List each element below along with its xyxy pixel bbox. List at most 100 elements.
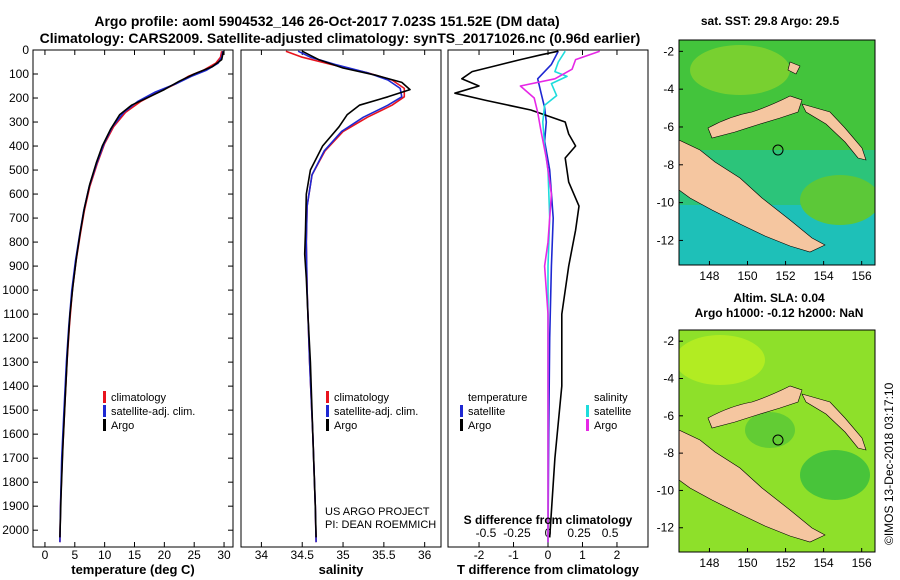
x-tick-label: 20 bbox=[158, 548, 172, 562]
x-tick-label: 5 bbox=[71, 548, 78, 562]
lon-tick-label: 156 bbox=[852, 269, 872, 283]
temperature-panel: 0100200300400500600700800900100011001200… bbox=[2, 43, 648, 577]
sst-map-frame bbox=[678, 39, 876, 266]
argo-float-marker bbox=[772, 144, 784, 156]
salinity-legend: climatology satellite-adj. clim. Argo bbox=[326, 391, 418, 432]
land-bougainville bbox=[787, 61, 801, 75]
s-tick-label: -0.5 bbox=[476, 526, 497, 540]
x-tick-label: 34.5 bbox=[291, 548, 315, 562]
lat-tick-label: -12 bbox=[657, 521, 675, 535]
lat-tick-label: -4 bbox=[663, 372, 674, 386]
lon-tick-label: 152 bbox=[776, 269, 796, 283]
depth-tick-label: 2000 bbox=[2, 523, 29, 537]
land-new-ireland bbox=[801, 393, 867, 451]
profile-argo bbox=[59, 51, 225, 538]
depth-tick-label: 700 bbox=[9, 211, 29, 225]
credit-pi: PI: DEAN ROEMMICH bbox=[325, 519, 436, 531]
legend-t-argo: Argo bbox=[468, 420, 491, 432]
profile-s-argo bbox=[519, 50, 600, 543]
difference-panel: -2 -1 0 1 2-0.5 -0.25 0 0.25 0.5 S difference fr… bbox=[447, 49, 649, 577]
x-tick-label: 0 bbox=[42, 548, 49, 562]
lon-tick-label: 154 bbox=[814, 556, 834, 570]
depth-tick-label: 1000 bbox=[2, 283, 29, 297]
land-new-britain bbox=[707, 95, 803, 139]
depth-tick-label: 1300 bbox=[2, 355, 29, 369]
lat-tick-label: -2 bbox=[663, 334, 674, 348]
lon-tick-label: 150 bbox=[737, 269, 757, 283]
legend-mark-climatology bbox=[326, 391, 329, 403]
legend-mark-climatology bbox=[103, 391, 106, 403]
lon-tick-label: 152 bbox=[776, 556, 796, 570]
legend-mark-s-satellite bbox=[586, 405, 589, 417]
argo-float-marker bbox=[772, 434, 784, 446]
legend-argo: Argo bbox=[334, 420, 357, 432]
lat-tick-label: -10 bbox=[657, 483, 675, 497]
legend-s-argo: Argo bbox=[594, 420, 617, 432]
x-tick-label: 25 bbox=[188, 548, 202, 562]
x-tick-label: 15 bbox=[128, 548, 142, 562]
lat-tick-label: -6 bbox=[663, 409, 674, 423]
depth-tick-label: 600 bbox=[9, 187, 29, 201]
salinity-profiles bbox=[285, 50, 411, 543]
land-new-guinea bbox=[679, 139, 826, 253]
salinity-ticks: 34 34.5 35 35.5 36 bbox=[255, 50, 432, 562]
depth-tick-label: 900 bbox=[9, 259, 29, 273]
lat-tick-label: -8 bbox=[663, 446, 674, 460]
imos-credit: ©IMOS 13-Dec-2018 03:17:10 bbox=[882, 382, 896, 545]
lat-tick-label: -8 bbox=[663, 158, 674, 172]
legend-temperature-title: temperature bbox=[468, 392, 527, 404]
x-tick-label: 34 bbox=[255, 548, 269, 562]
salinity-panel: 34 34.5 35 35.5 36 salinity climatology sate… bbox=[240, 49, 442, 577]
x-tick-label: 0 bbox=[545, 548, 552, 562]
legend-mark-argo bbox=[326, 419, 329, 431]
legend-climatology: climatology bbox=[334, 392, 390, 404]
depth-tick-label: 0 bbox=[22, 43, 29, 57]
depth-tick-label: 300 bbox=[9, 115, 29, 129]
s-difference-label: S difference from climatology bbox=[464, 513, 633, 527]
lon-tick-label: 148 bbox=[699, 269, 719, 283]
lon-tick-label: 148 bbox=[699, 556, 719, 570]
temperature-ticks: 0 5 10 15 20 25 30 bbox=[42, 50, 231, 562]
legend-argo: Argo bbox=[111, 420, 134, 432]
depth-tick-label: 1400 bbox=[2, 379, 29, 393]
lon-tick-label: 156 bbox=[852, 556, 872, 570]
depth-tick-label: 100 bbox=[9, 67, 29, 81]
depth-tick-label: 200 bbox=[9, 91, 29, 105]
temperature-axes bbox=[32, 49, 234, 548]
lon-tick-label: 154 bbox=[814, 269, 834, 283]
credit-project: US ARGO PROJECT bbox=[325, 506, 430, 518]
x-tick-label: -2 bbox=[474, 548, 485, 562]
depth-tick-label: 800 bbox=[9, 235, 29, 249]
sla-map-title-1: Altim. SLA: 0.04 bbox=[733, 291, 825, 305]
salinity-xlabel: salinity bbox=[319, 562, 365, 577]
profile-argo bbox=[301, 50, 411, 538]
sla-low bbox=[745, 412, 795, 448]
legend-satellite: satellite-adj. clim. bbox=[334, 406, 418, 418]
lon-tick-label: 150 bbox=[737, 556, 757, 570]
sla-map-title-2: Argo h1000: -0.12 h2000: NaN bbox=[695, 306, 864, 320]
sst-warm-patch bbox=[690, 45, 790, 95]
x-tick-label: 35.5 bbox=[372, 548, 396, 562]
x-tick-label: 1 bbox=[579, 548, 586, 562]
temperature-xlabel: temperature (deg C) bbox=[71, 562, 195, 577]
x-tick-label: 10 bbox=[98, 548, 112, 562]
lat-tick-label: -2 bbox=[663, 44, 674, 58]
profile-t-argo bbox=[454, 50, 580, 538]
legend-mark-t-satellite bbox=[460, 405, 463, 417]
sla-map: Altim. SLA: 0.04 Argo h1000: -0.12 h2000… bbox=[657, 291, 876, 570]
s-tick-label: 0.5 bbox=[602, 526, 619, 540]
x-tick-label: 36 bbox=[418, 548, 432, 562]
legend-climatology: climatology bbox=[111, 392, 167, 404]
land-new-guinea bbox=[679, 429, 826, 543]
depth-tick-label: 1600 bbox=[2, 427, 29, 441]
sst-map-ticks: 148 150 152 154 156 -2 -4 -6 -8 -10 -12 bbox=[657, 44, 872, 283]
depth-tick-label: 1100 bbox=[3, 307, 29, 321]
title-line2: Climatology: CARS2009. Satellite-adjuste… bbox=[40, 30, 641, 46]
x-tick-label: 35 bbox=[336, 548, 350, 562]
depth-tick-label: 1900 bbox=[2, 499, 29, 513]
depth-tick-label: 1800 bbox=[2, 475, 29, 489]
sla-map-frame bbox=[678, 329, 876, 553]
sst-warm-patch bbox=[800, 175, 875, 225]
sst-map-title: sat. SST: 29.8 Argo: 29.5 bbox=[701, 14, 840, 28]
